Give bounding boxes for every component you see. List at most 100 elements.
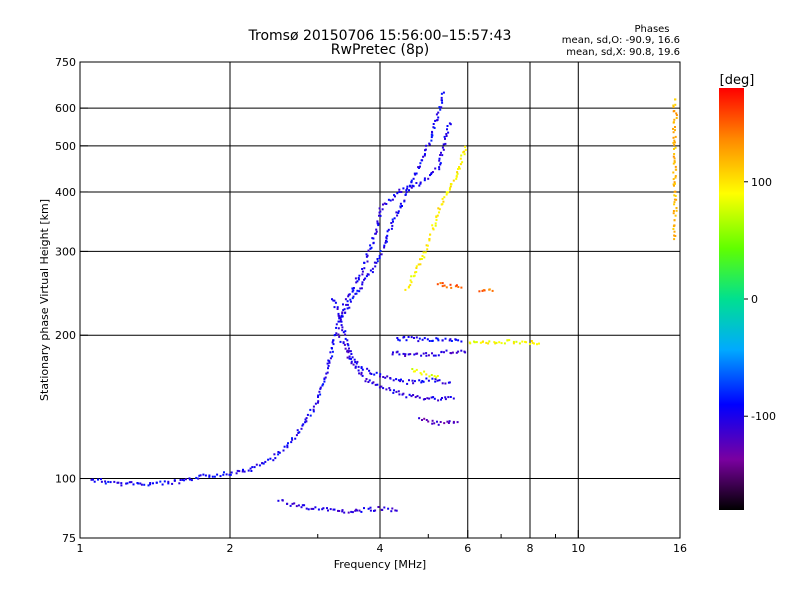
data-point	[349, 350, 352, 353]
data-point	[448, 122, 451, 125]
data-point	[418, 184, 421, 187]
data-point	[395, 390, 398, 393]
data-point	[363, 278, 365, 281]
data-point	[272, 459, 275, 462]
data-point	[359, 287, 362, 290]
data-point	[673, 198, 676, 201]
data-point	[675, 114, 678, 117]
data-point	[368, 379, 371, 382]
data-point	[354, 292, 357, 295]
data-point	[277, 499, 280, 502]
data-point	[348, 355, 351, 358]
data-point	[378, 257, 381, 259]
data-point	[349, 298, 352, 301]
data-point	[672, 155, 675, 158]
data-point	[390, 510, 393, 513]
data-point	[433, 397, 436, 400]
data-point	[530, 340, 533, 342]
data-point	[355, 292, 358, 295]
data-point	[402, 392, 405, 395]
data-point	[438, 208, 441, 211]
data-point	[479, 341, 482, 344]
data-point	[348, 357, 351, 360]
colorbar-tick-label: 100	[751, 176, 772, 189]
data-point	[415, 336, 418, 339]
data-point	[442, 200, 445, 203]
data-point	[415, 265, 418, 268]
data-point	[426, 338, 429, 341]
data-point	[348, 350, 351, 353]
data-point	[213, 475, 216, 478]
data-point	[216, 473, 219, 476]
data-point	[295, 434, 298, 437]
data-point	[339, 320, 342, 323]
data-point	[104, 480, 107, 483]
data-point	[379, 250, 382, 252]
data-point	[287, 442, 289, 445]
data-point	[364, 277, 367, 280]
data-point	[410, 336, 413, 339]
data-point	[399, 202, 402, 205]
y-tick-label: 500	[55, 140, 76, 153]
data-point	[432, 354, 435, 357]
data-point	[399, 380, 402, 383]
data-point	[343, 511, 346, 514]
data-point	[431, 377, 434, 380]
data-point	[413, 337, 415, 339]
data-point	[457, 350, 460, 353]
data-point	[126, 482, 129, 485]
data-point	[262, 462, 265, 465]
data-point	[167, 482, 170, 485]
data-point	[396, 337, 399, 339]
data-point	[369, 509, 372, 512]
data-point	[400, 191, 403, 193]
data-point	[406, 382, 409, 385]
data-point	[427, 177, 430, 180]
chart-title: Tromsø 20150706 15:56:00–15:57:43	[248, 28, 512, 44]
data-point	[269, 457, 272, 460]
data-point	[672, 171, 675, 174]
data-point	[375, 228, 378, 231]
data-point	[397, 210, 400, 213]
data-point	[137, 482, 140, 485]
data-point	[485, 341, 488, 344]
data-point	[418, 337, 421, 340]
data-point	[376, 260, 379, 263]
data-point	[411, 184, 414, 187]
data-point	[340, 320, 343, 323]
data-point	[300, 506, 303, 509]
data-point	[416, 352, 419, 355]
data-point	[379, 214, 382, 217]
data-point	[395, 211, 398, 214]
data-point	[410, 181, 413, 184]
data-point	[387, 228, 390, 231]
data-point	[325, 372, 328, 375]
data-point	[385, 240, 388, 243]
data-point	[445, 286, 448, 289]
data-point	[426, 244, 429, 247]
data-point	[417, 340, 420, 343]
data-point	[277, 453, 280, 456]
data-point	[183, 479, 185, 482]
data-point	[312, 408, 315, 411]
data-point	[395, 378, 398, 381]
data-point	[441, 382, 444, 385]
data-point	[481, 289, 484, 292]
data-point	[674, 135, 677, 138]
data-point	[674, 165, 677, 168]
data-point	[339, 318, 342, 321]
data-point	[386, 230, 389, 233]
data-point	[422, 380, 425, 383]
data-point	[446, 420, 449, 423]
data-point	[351, 356, 354, 359]
data-point	[333, 299, 336, 302]
data-point	[354, 361, 357, 363]
data-point	[229, 473, 232, 476]
data-point	[431, 419, 434, 422]
data-point	[341, 311, 344, 314]
data-point	[290, 441, 293, 444]
data-point	[352, 287, 355, 289]
data-point	[430, 136, 433, 139]
data-point	[440, 106, 443, 109]
